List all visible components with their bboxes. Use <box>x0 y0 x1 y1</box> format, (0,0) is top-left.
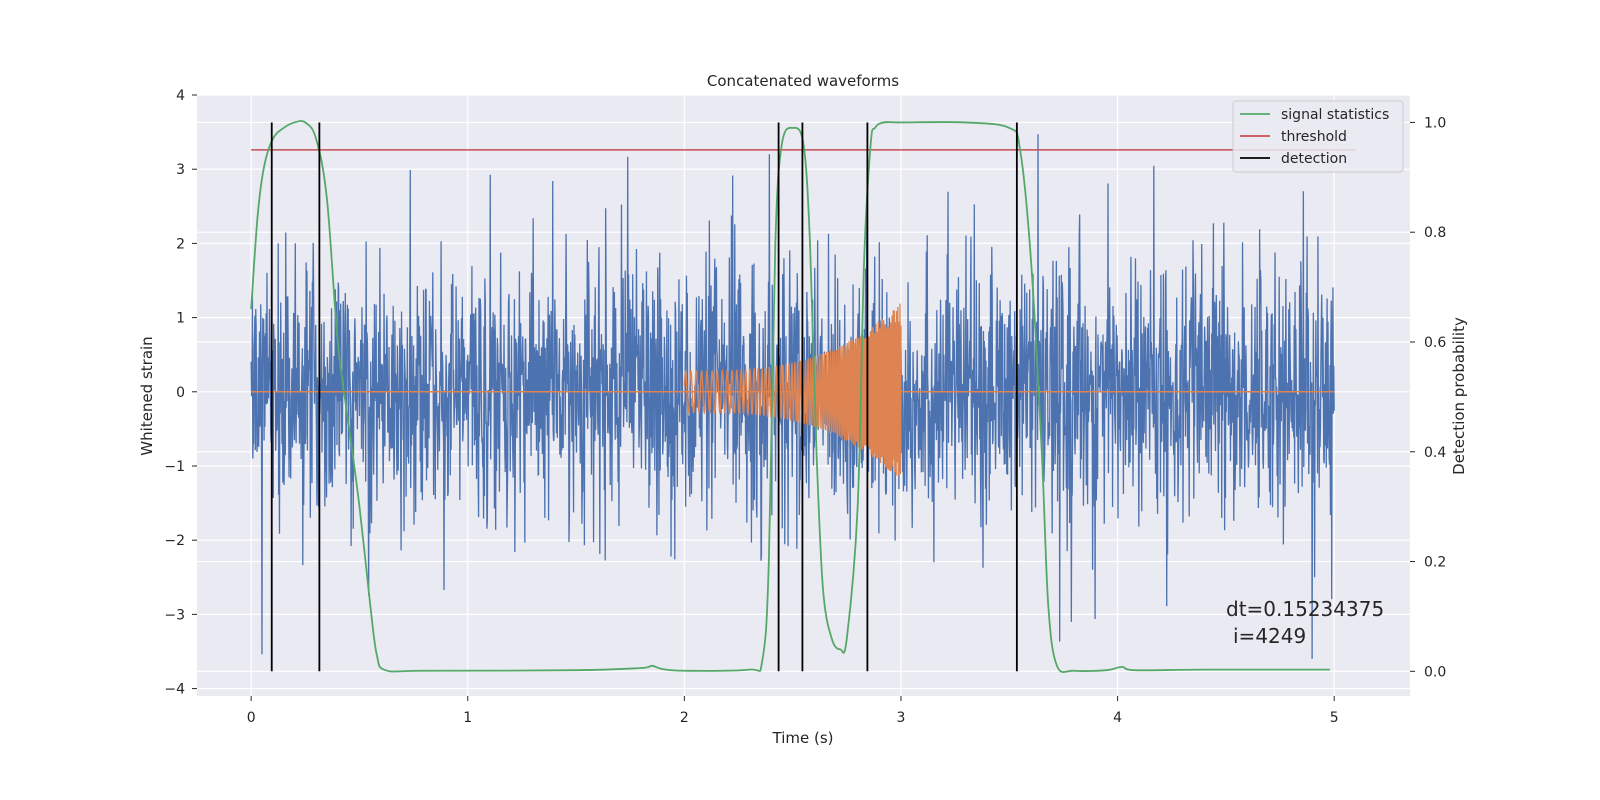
y-tick-label: 2 <box>176 236 185 252</box>
chart-title: Concatenated waveforms <box>707 72 899 90</box>
y-tick-label: 1 <box>176 311 185 327</box>
x-axis-label: Time (s) <box>772 729 834 747</box>
legend-label-detection: detection <box>1281 151 1347 167</box>
x-tick-label: 2 <box>680 710 689 726</box>
y-axis-label: Whitened strain <box>138 336 156 455</box>
y2-tick-label: 0.6 <box>1424 335 1446 351</box>
y-tick-label: −4 <box>164 682 185 698</box>
injected-chirp-line <box>683 303 902 476</box>
x-tick-label: 4 <box>1113 710 1122 726</box>
legend-frame <box>1232 100 1404 173</box>
legend-label-signal-statistics: signal statistics <box>1281 107 1389 123</box>
y2-axis-label: Detection probability <box>1450 317 1468 475</box>
y-tick-label: 3 <box>176 162 185 178</box>
annotation-index: i=4249 <box>1233 624 1306 648</box>
y2-tick-label: 0.0 <box>1424 664 1446 680</box>
y-tick-label: −1 <box>164 459 185 475</box>
grid-lines <box>197 94 1410 696</box>
y-tick-label: −2 <box>164 533 185 549</box>
y2-tick-label: 0.2 <box>1424 555 1446 571</box>
legend: signal statistics threshold detection <box>1232 100 1404 173</box>
y2-tick-label: 0.8 <box>1424 225 1446 241</box>
y2-tick-label: 0.4 <box>1424 445 1446 461</box>
detection-series <box>270 122 1018 672</box>
x-tick-label: 3 <box>897 710 906 726</box>
x-tick-label: 0 <box>247 710 256 726</box>
legend-label-threshold: threshold <box>1281 129 1347 145</box>
y-tick-label: 0 <box>176 385 185 401</box>
y2-tick-label: 1.0 <box>1424 115 1446 131</box>
x-tick-label: 5 <box>1330 710 1339 726</box>
x-tick-label: 1 <box>463 710 472 726</box>
y-tick-label: 4 <box>176 88 185 104</box>
annotation-dt: dt=0.15234375 <box>1226 597 1384 621</box>
axis-ticks: 0 1 2 3 4 5 −4 −3 −2 −1 0 1 2 3 4 0.0 0.2 0.4 0.6 0.8 1.0 <box>164 88 1446 726</box>
injected-chirp-series <box>683 303 902 476</box>
y-tick-label: −3 <box>164 607 185 623</box>
